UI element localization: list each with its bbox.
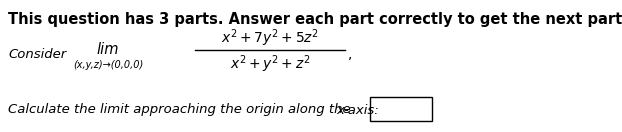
Text: x: x xyxy=(336,103,344,117)
Text: ,: , xyxy=(348,47,353,61)
Text: $x^2 + y^2 + z^2$: $x^2 + y^2 + z^2$ xyxy=(230,53,310,75)
Text: Consider: Consider xyxy=(8,48,67,60)
Text: This question has 3 parts. Answer each part correctly to get the next part.: This question has 3 parts. Answer each p… xyxy=(8,12,622,27)
Text: $x^2 + 7y^2 + 5z^2$: $x^2 + 7y^2 + 5z^2$ xyxy=(221,27,319,49)
Text: Calculate the limit approaching the origin along the: Calculate the limit approaching the orig… xyxy=(8,103,355,117)
Text: -axis:: -axis: xyxy=(343,103,379,117)
Text: (x,y,z)→(0,0,0): (x,y,z)→(0,0,0) xyxy=(73,60,143,70)
Text: lim: lim xyxy=(97,43,119,58)
Bar xyxy=(370,97,432,121)
